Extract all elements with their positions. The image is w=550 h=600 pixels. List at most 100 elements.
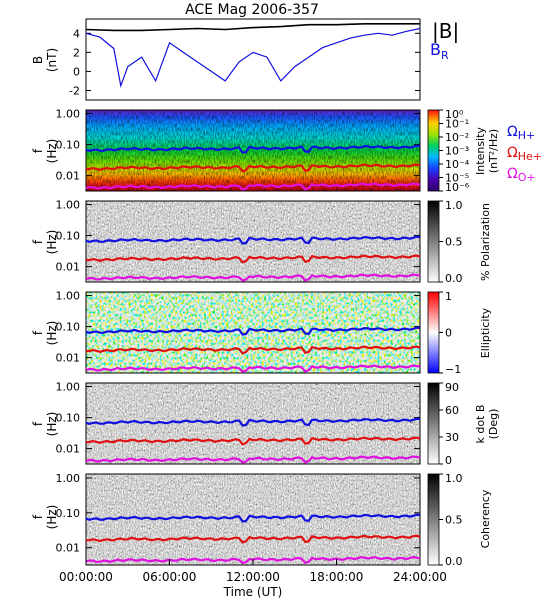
spectrogram-image (86, 292, 420, 373)
colorbar-tick-label: 10⁻⁵ (445, 172, 469, 185)
gyro-line-heplus (85, 534, 421, 544)
colorbar (427, 473, 440, 566)
legend-heplus: ΩHe+ (507, 145, 542, 163)
y-tick-label: 0.01 (56, 170, 81, 183)
colorbar-ticks: 1.0 0.5 0.0 (439, 199, 463, 285)
x-tick-label: 12:00:00 (226, 570, 280, 584)
y-tick-label: 1.00 (56, 108, 81, 121)
colorbar-tick-label: 0 (445, 327, 452, 340)
y-axis-label: f (31, 148, 45, 153)
gyrofrequency-lines (85, 235, 421, 282)
legend-hplus-sub: H+ (518, 129, 536, 142)
panel-coherency: 1.00 0.10 0.01 f (Hz) 1.0 0.5 0.0 Coherency (31, 472, 492, 568)
y-axis-label: f (31, 421, 45, 426)
series-lines (85, 23, 421, 88)
y-tick-label: 0.01 (56, 542, 81, 555)
y-tick-label: 0 (73, 65, 80, 78)
colorbar-tick-label: 0.5 (445, 236, 463, 249)
x-tick-label: 18:00:00 (310, 570, 364, 584)
y-tick-label: 2 (73, 46, 80, 59)
gyro-line-oplus (85, 182, 421, 191)
colorbar (427, 200, 440, 283)
legend-oplus-symbol: Ω (507, 166, 518, 182)
colorbar-tick-label: 1.0 (445, 199, 463, 212)
colorbar-tick-label: 1.0 (445, 472, 463, 485)
panel-ellipticity: 1.00 0.10 0.01 f (Hz) 1 0 −1 Ellipticity (31, 290, 492, 376)
colorbar-tick-label: 90 (445, 381, 459, 394)
gyro-line-heplus (85, 254, 421, 264)
y-axis-ticks: 1.00 0.10 0.01 (56, 199, 420, 274)
gyro-line-heplus (85, 345, 421, 355)
y-tick-label: 1.00 (56, 199, 81, 212)
panel-intensity: 1.000.100.01 f (Hz) 10⁰10⁻¹10⁻²10⁻³10⁻⁴1… (31, 108, 542, 194)
x-axis-label: Time (UT) (223, 585, 283, 599)
y-tick-label: 0.10 (56, 412, 81, 425)
colorbar-unit: (Deg) (487, 409, 500, 440)
colorbar-tick-label: −1 (445, 363, 461, 376)
panel-k-dot-b: 1.00 0.10 0.01 f (Hz) 90 60 30 0 k dot B (Deg… (31, 381, 500, 467)
gyro-line-hplus (85, 417, 421, 427)
x-tick-label: 06:00:00 (143, 570, 197, 584)
y-tick-label: 0.01 (56, 443, 81, 456)
colorbar-tick-label: 10⁻³ (445, 145, 469, 158)
spectrogram-image (86, 383, 420, 464)
colorbar-tick-label: 1 (445, 290, 452, 303)
legend-hplus-symbol: Ω (507, 124, 518, 140)
y-axis-unit: (Hz) (45, 321, 59, 346)
legend-heplus-sub: He+ (518, 150, 542, 163)
colorbar-label: Intensity (474, 127, 487, 175)
panel-magnetic-field: 420-2 B (nT) |B| BR (31, 18, 459, 101)
y-tick-label: 1.00 (56, 472, 81, 485)
legend-oplus: ΩO+ (507, 166, 536, 184)
colorbar-tick-label: 10⁰ (445, 108, 464, 121)
gyrofrequency-lines (85, 417, 421, 464)
legend-b-r-sub: R (441, 49, 449, 62)
y-axis-ticks: 1.00 0.10 0.01 (56, 381, 420, 456)
colorbar (427, 291, 440, 374)
gyro-line-hplus (85, 235, 421, 245)
colorbar-label: Ellipticity (479, 307, 492, 358)
y-axis-label: f (31, 239, 45, 244)
colorbar-ticks: 1 0 −1 (439, 290, 461, 376)
y-axis-unit: (Hz) (45, 505, 59, 530)
legend-heplus-symbol: Ω (507, 145, 518, 161)
y-tick-label: 0.10 (56, 139, 81, 152)
gyro-line-oplus (85, 364, 421, 373)
gyro-line-heplus (85, 163, 421, 173)
gyrofrequency-lines (85, 326, 421, 373)
spectrogram-image (86, 474, 420, 565)
gyro-line-heplus (85, 436, 421, 446)
y-axis-ticks: 1.00 0.10 0.01 (56, 472, 420, 555)
gyro-line-hplus (85, 513, 421, 523)
legend-hplus: ΩH+ (507, 124, 535, 142)
colorbar-tick-label: 0.5 (445, 514, 463, 527)
y-axis-label: f (31, 514, 45, 519)
colorbar-tick-label: 10⁻⁴ (445, 158, 470, 171)
y-axis-ticks: 1.00 0.10 0.01 (56, 290, 420, 365)
y-tick-label: 1.00 (56, 381, 81, 394)
legend-oplus-sub: O+ (518, 171, 536, 184)
colorbar-tick-label: 0 (445, 454, 452, 467)
y-tick-label: 0.01 (56, 352, 81, 365)
legend-b-r-main: B (430, 40, 441, 59)
y-tick-label: 4 (73, 27, 80, 40)
x-tick-label: 24:00:00 (393, 570, 447, 584)
panel-polarization: 1.00 0.10 0.01 f (Hz) 1.0 0.5 0.0 % Polariza… (31, 199, 492, 285)
y-tick-label: 0.10 (56, 507, 81, 520)
colorbar-tick-label: 10⁻⁶ (445, 181, 470, 194)
y-axis-label: B (31, 56, 45, 64)
colorbar-ticks: 1.0 0.5 0.0 (439, 472, 463, 568)
legend-b-total: |B| (432, 19, 459, 43)
series-line-b-r (85, 27, 421, 88)
spectrogram-image (86, 201, 420, 282)
y-axis-ticks: 4 2 0 -2 (69, 27, 420, 97)
y-tick-label: 0.10 (56, 321, 81, 334)
y-axis-label: f (31, 330, 45, 335)
y-tick-label: 0.10 (56, 230, 81, 243)
figure-title: ACE Mag 2006-357 (185, 2, 319, 18)
gyro-line-hplus (85, 144, 421, 154)
colorbar (427, 382, 440, 465)
plot-frame (85, 18, 421, 101)
